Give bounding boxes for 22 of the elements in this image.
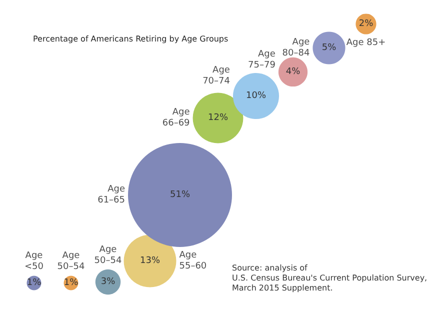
category-label: Age 55–60 [179,250,207,272]
data-label: 12% [208,113,228,123]
data-label: 10% [246,91,266,101]
text: Percentage of Americans Retiring by Age Groups [33,34,228,44]
data-label: 1% [26,278,42,288]
category-label: Age 61–65 [98,184,126,206]
source-note: Source: analysis of U.S. Census Bureau's Current Population Survey, March 2015 Supplement. [232,264,428,292]
data-label: 51% [170,190,190,200]
category-label: Age 50–54 [94,244,122,266]
data-label: 4% [286,67,301,77]
category-label: Age 50–54 [57,251,85,272]
category-label: Age <50 [24,251,44,272]
data-label: 3% [100,277,116,287]
category-label: Age 75–79 [248,50,276,70]
data-label: 2% [358,19,374,29]
category-label: Age 80–84 [282,38,310,58]
category-label: Age 70–74 [202,66,230,86]
category-label: Age 66–69 [162,108,190,128]
data-label: 5% [322,43,337,53]
data-label: 13% [140,256,160,266]
data-label: 1% [64,278,79,288]
category-label: Age 85+ [346,38,386,48]
